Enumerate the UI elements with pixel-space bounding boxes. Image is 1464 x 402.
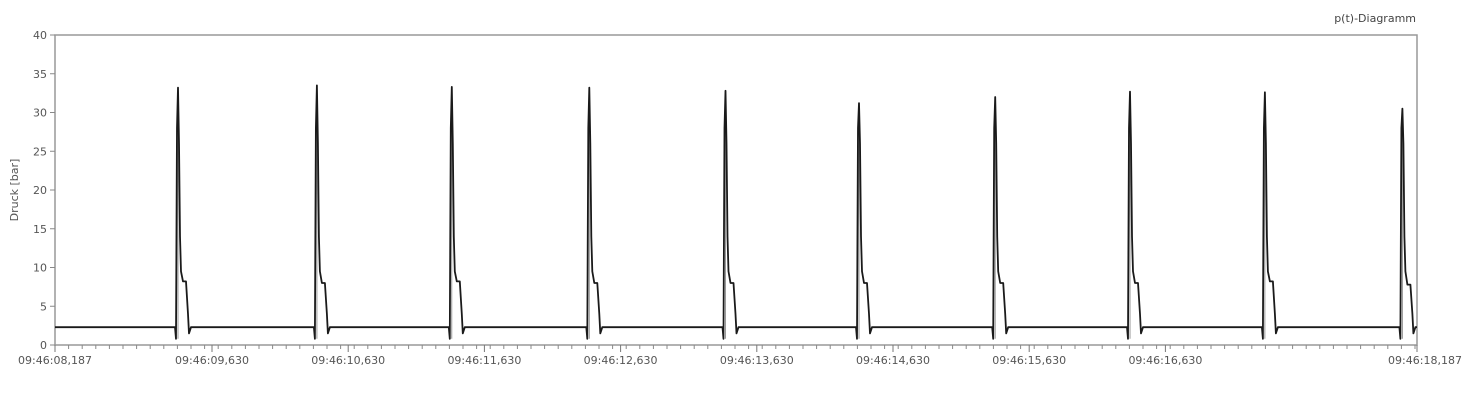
x-tick-label: 09:46:15,630 (992, 354, 1066, 367)
x-tick-label: 09:46:14,630 (856, 354, 930, 367)
y-tick-label: 15 (33, 223, 47, 236)
x-tick-label: 09:46:09,630 (175, 354, 249, 367)
y-tick-label: 40 (33, 29, 47, 42)
y-tick-label: 10 (33, 262, 47, 275)
x-tick-label: 09:46:11,630 (447, 354, 521, 367)
x-tick-label: 09:46:16,630 (1128, 354, 1202, 367)
y-tick-label: 0 (40, 339, 47, 352)
x-tick-label: 09:46:12,630 (584, 354, 658, 367)
y-tick-label: 25 (33, 145, 47, 158)
x-tick-label: 09:46:13,630 (720, 354, 794, 367)
plot-area (54, 34, 1418, 346)
chart-title: p(t)-Diagramm (1334, 12, 1416, 25)
x-tick-label: 09:46:08,187 (18, 354, 92, 367)
y-tick-label: 5 (40, 300, 47, 313)
y-axis: 0 5 10 15 20 25 30 35 40 (33, 29, 55, 352)
x-tick-label: 09:46:10,630 (311, 354, 385, 367)
pressure-line (54, 84, 1418, 340)
y-axis-label: Druck [bar] (8, 159, 21, 222)
y-tick-label: 30 (33, 107, 47, 120)
y-tick-label: 20 (33, 184, 47, 197)
x-tick-label: 09:46:18,187 (1388, 354, 1462, 367)
x-axis: 09:46:08,187 09:46:09,630 09:46:10,630 09:4… (18, 345, 1462, 367)
pressure-series (54, 84, 1418, 340)
y-tick-label: 35 (33, 68, 47, 81)
